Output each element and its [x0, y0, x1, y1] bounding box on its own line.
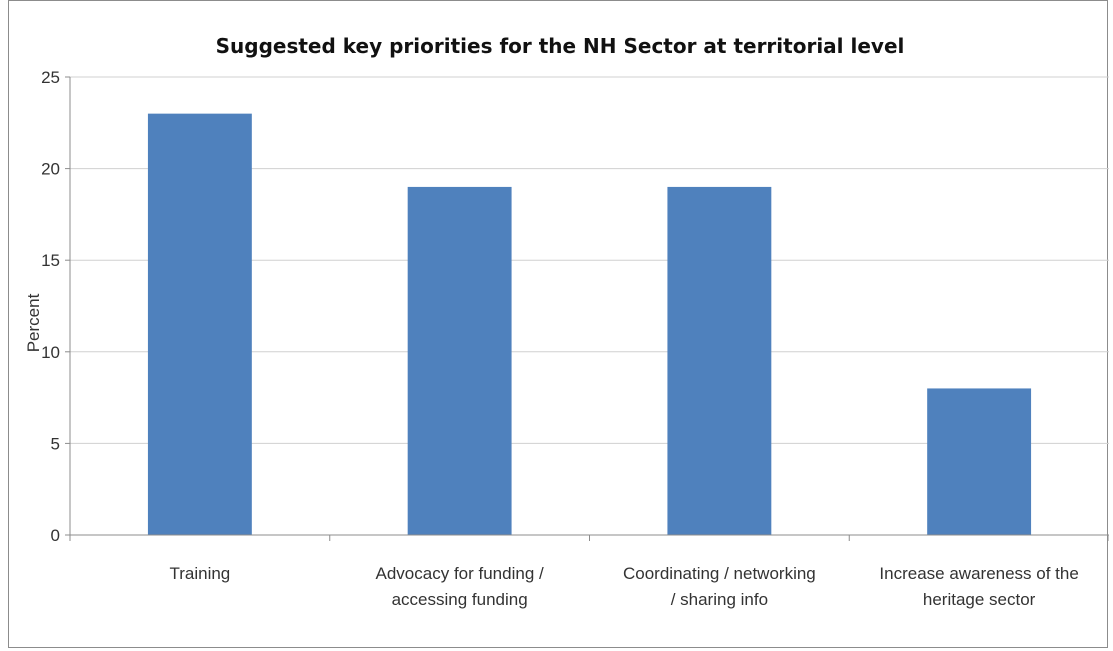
y-tick-labels: 0 5 10 15 20 25	[41, 68, 60, 545]
x-tick-label: Increase awareness of the heritage sector	[879, 564, 1078, 609]
x-tick-label: Advocacy for funding / accessing funding	[376, 564, 544, 609]
x-tick-label-line: / sharing info	[671, 590, 768, 609]
bar	[667, 187, 771, 535]
x-tick-label-line: accessing funding	[392, 590, 528, 609]
y-tick-label: 10	[41, 343, 60, 362]
y-tick-label: 5	[51, 434, 60, 453]
x-tick-label-line: Advocacy for funding /	[376, 564, 544, 583]
y-tick-label: 0	[51, 526, 60, 545]
x-tick-labels: Training Advocacy for funding / accessing …	[169, 564, 1078, 609]
x-tick-label: Training	[169, 564, 230, 583]
bar	[148, 114, 252, 535]
bars	[148, 114, 1031, 535]
y-tick-label: 15	[41, 251, 60, 270]
x-tick-label-line: Training	[169, 564, 230, 583]
chart-frame: Suggested key priorities for the NH Sect…	[8, 0, 1108, 648]
y-tick-label: 20	[41, 160, 60, 179]
y-tick-label: 25	[41, 68, 60, 87]
x-tick-label-line: Coordinating / networking	[623, 564, 816, 583]
x-tick-label-line: Increase awareness of the	[879, 564, 1078, 583]
x-tick-label: Coordinating / networking / sharing info	[623, 564, 816, 609]
bar-chart: Suggested key priorities for the NH Sect…	[9, 1, 1109, 649]
chart-title: Suggested key priorities for the NH Sect…	[216, 34, 905, 58]
bar	[927, 388, 1031, 535]
bar	[408, 187, 512, 535]
x-tick-label-line: heritage sector	[923, 590, 1036, 609]
